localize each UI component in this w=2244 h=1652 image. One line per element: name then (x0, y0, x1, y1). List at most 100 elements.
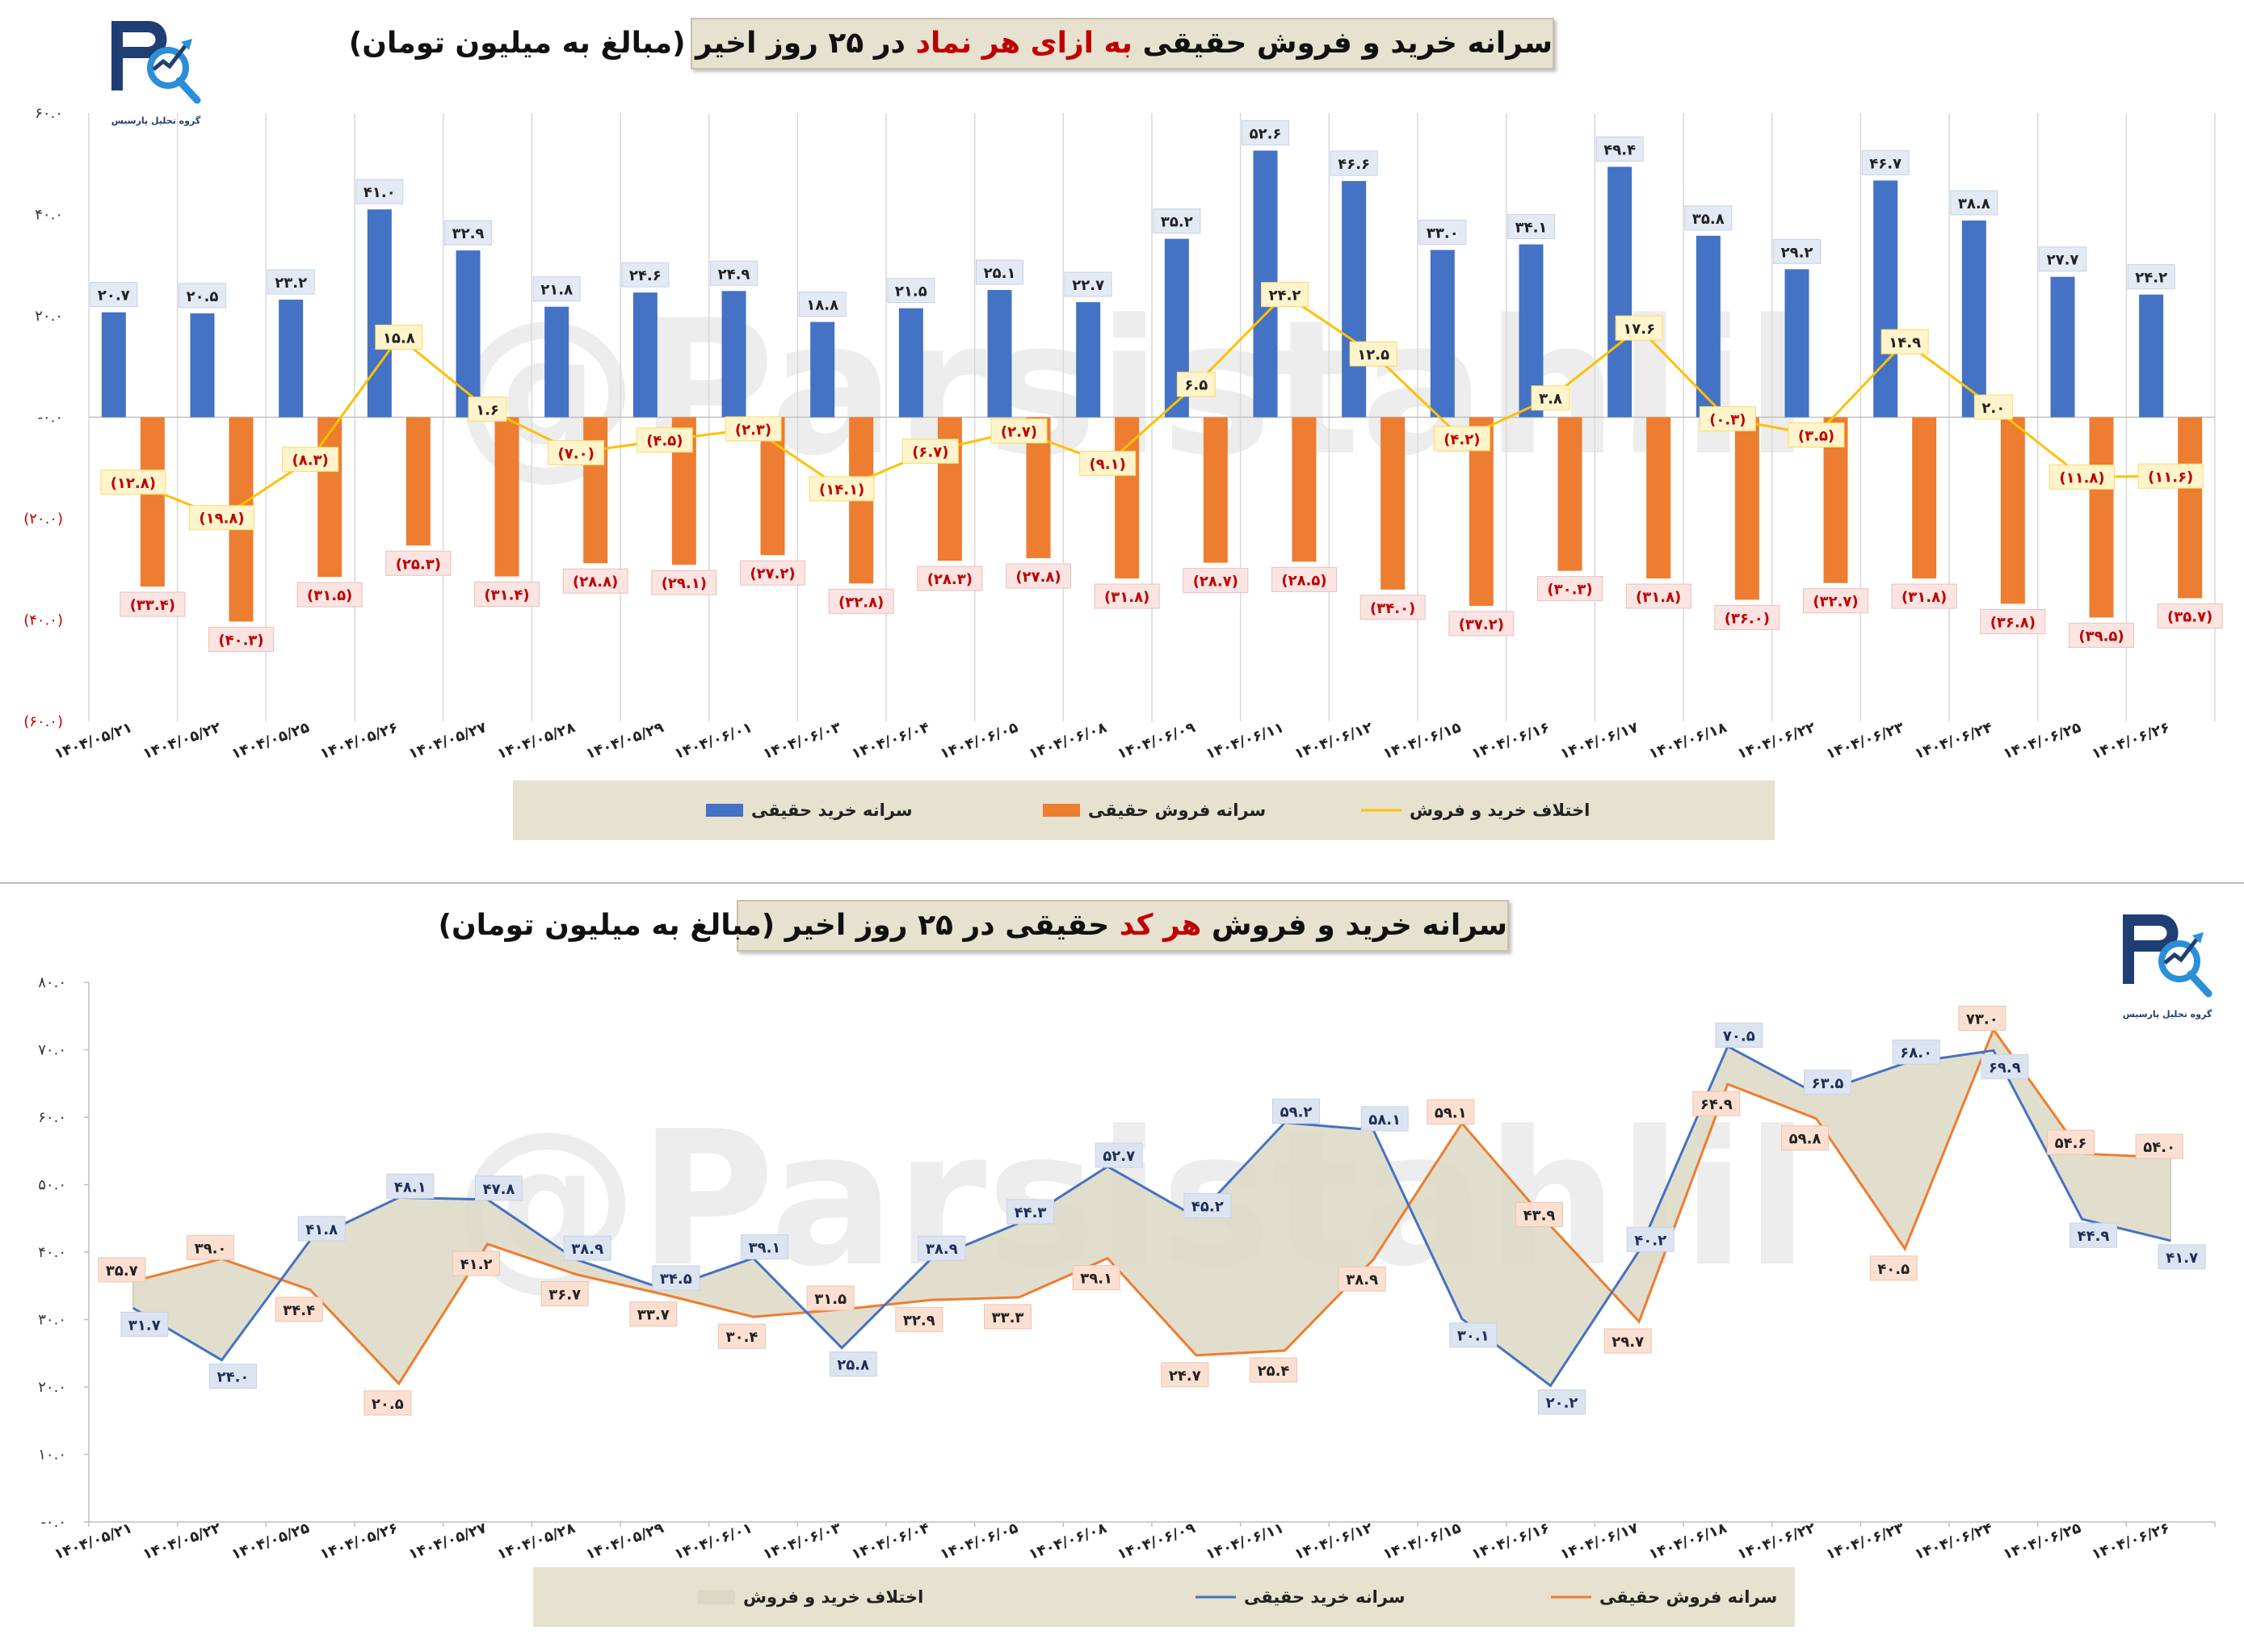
buy-data-label-bg (1684, 205, 1733, 231)
buy-data-label-bg (1153, 208, 1201, 234)
diff-data-label-bg (1176, 372, 1216, 397)
x-tick-label: ۱۴۰۴/۰۶/۲۴ (1912, 719, 1994, 763)
sell-data-label: (۲۵.۳) (396, 556, 441, 573)
sell-data-label-bg (562, 568, 628, 594)
buy-data-label-bg (741, 1234, 788, 1260)
sell-data-label-bg (740, 560, 805, 586)
buy-data-label: ۴۸.۱ (394, 1179, 427, 1196)
buy-data-label-bg (829, 1351, 877, 1377)
sell-data-label: (۴۰.۳) (218, 632, 263, 649)
sell-data-label: (۳۴.۰) (1370, 600, 1415, 617)
x-tick-label: ۱۴۰۴/۰۶/۰۴ (849, 1520, 931, 1562)
buy-data-label: ۴۱.۷ (2166, 1250, 2198, 1267)
diff-data-label-bg (1788, 422, 1845, 448)
sell-bar (1734, 417, 1759, 600)
legend-bar-swatch (1043, 804, 1080, 817)
bottom-chart-panel: سرانه خرید و فروش هر کد حقیقی در ۲۵ روز … (0, 884, 2244, 1652)
sell-data-label-bg (1515, 1201, 1563, 1227)
buy-data-label-bg (1804, 1070, 1851, 1095)
x-tick-label: ۱۴۰۴/۰۵/۲۵ (229, 719, 312, 763)
diff-data-label: (۲.۳) (735, 422, 771, 439)
sell-data-label-bg (1781, 1125, 1829, 1151)
bottom-chart-title: سرانه خرید و فروش هر کد حقیقی در ۲۵ روز … (439, 900, 1509, 952)
buy-data-label-bg (1981, 1053, 2029, 1079)
diff-data-label-bg (990, 418, 1048, 443)
buy-data-label: ۲۵.۸ (837, 1357, 869, 1374)
sell-data-label: ۲۴.۷ (1169, 1368, 1201, 1385)
x-tick-label: ۱۴۰۴/۰۶/۰۱ (672, 1520, 754, 1562)
diff-data-label: (۲.۷) (1001, 423, 1037, 440)
y-tick-label: ۴۰.۰ (35, 207, 63, 224)
diff-data-label: (۶.۷) (912, 444, 948, 461)
buy-bar (2139, 294, 2164, 418)
buy-data-label-bg (297, 1216, 346, 1242)
sell-data-label-bg (2157, 603, 2223, 629)
x-tick-label: ۱۴۰۴/۰۶/۲۶ (2090, 719, 2172, 763)
x-tick-label: ۱۴۰۴/۰۶/۰۵ (938, 719, 1020, 763)
sell-data-label-bg (1094, 583, 1160, 609)
sell-bar (494, 417, 519, 577)
buy-data-label: ۲۰.۵ (187, 288, 219, 305)
buy-data-label: ۵۸.۱ (1368, 1112, 1401, 1129)
diff-data-label-bg (1881, 329, 1929, 355)
buy-data-label: ۲۱.۵ (895, 284, 927, 301)
sell-data-label: (۳۹.۵) (2078, 628, 2124, 645)
buy-bar (544, 306, 569, 418)
x-tick-label: ۱۴۰۴/۰۵/۲۶ (317, 1520, 400, 1562)
x-tick-label: ۱۴۰۴/۰۶/۱۶ (1469, 1520, 1552, 1562)
diff-data-label-bg (1261, 282, 1309, 308)
legend-area-swatch (698, 1590, 735, 1604)
sell-data-label-bg (2069, 622, 2134, 648)
sell-data-label: ۲۵.۴ (1258, 1363, 1290, 1380)
sell-bar (1380, 417, 1406, 590)
buy-bar (367, 209, 392, 418)
buy-data-label-bg (355, 179, 404, 204)
buy-data-label: ۲۴.۶ (629, 267, 662, 284)
sell-data-label-bg (1448, 611, 1515, 637)
diff-data-label-bg (468, 396, 507, 422)
top-bar-chart: @Parsistahlil(۶۰.۰)(۴۰.۰)(۲۰.۰)-۰.۰۲۰.۰۴… (23, 105, 2223, 763)
legend-item-buy-line: سرانه خرید حقیقی (1196, 1567, 1406, 1627)
buy-data-label-bg (1330, 150, 1378, 176)
x-tick-label: ۱۴۰۴/۰۶/۰۳ (761, 719, 843, 763)
diff-data-label-bg (282, 447, 339, 473)
sell-data-label: ۳۹.۱ (1080, 1271, 1112, 1288)
x-tick-label: ۱۴۰۴/۰۶/۱۱ (1204, 719, 1286, 763)
legend-label-sell: سرانه فروش حقیقی (1088, 801, 1267, 820)
x-tick-label: ۱۴۰۴/۰۶/۱۷ (1558, 1520, 1641, 1562)
buy-data-label: ۵۹.۲ (1280, 1104, 1313, 1121)
diff-data-label: ۱۲.۵ (1357, 347, 1389, 364)
sell-bar (2178, 417, 2203, 599)
buy-data-label: ۳۳.۰ (1427, 225, 1459, 242)
x-tick-label: ۱۴۰۴/۰۶/۲۳ (1824, 719, 1906, 763)
buy-data-label-bg (2070, 1222, 2117, 1248)
y-tick-label: ۲۰.۰ (35, 308, 63, 325)
sell-data-label-bg (651, 570, 717, 595)
y-tick-label: ۶۰.۰ (38, 1109, 66, 1126)
buy-data-label: ۳۰.۱ (1457, 1328, 1490, 1345)
diff-data-label-bg (1973, 394, 2013, 420)
sell-data-label-bg (917, 565, 983, 591)
sell-data-label-bg (1072, 1265, 1120, 1291)
buy-data-label-bg (267, 269, 315, 295)
sell-bar (2089, 417, 2114, 618)
legend-item-buy: سرانه خرید حقیقی (706, 780, 913, 840)
x-tick-label: ۱۴۰۴/۰۶/۲۶ (2090, 1520, 2172, 1562)
buy-data-label-bg (1595, 137, 1644, 162)
diff-data-label-bg (636, 427, 693, 453)
diff-data-label-bg (1433, 426, 1490, 452)
buy-data-label-bg (1242, 120, 1289, 145)
buy-data-label-bg (1538, 1389, 1586, 1414)
sell-data-label: ۳۹.۰ (195, 1240, 227, 1257)
buy-data-label-bg (2127, 264, 2175, 290)
buy-data-label-bg (1950, 190, 1998, 216)
sell-data-label: (۳۱.۵) (307, 587, 352, 604)
buy-data-label: ۶۹.۹ (1989, 1059, 2021, 1076)
buy-data-label-bg (918, 1235, 966, 1261)
sell-data-label: (۳۰.۳) (1547, 582, 1592, 599)
sell-data-label-bg (1603, 1328, 1652, 1354)
buy-data-label-bg (887, 278, 935, 304)
sell-data-label-bg (1803, 588, 1868, 614)
sell-data-label-bg (363, 1390, 412, 1416)
diff-data-label-bg (375, 324, 423, 350)
